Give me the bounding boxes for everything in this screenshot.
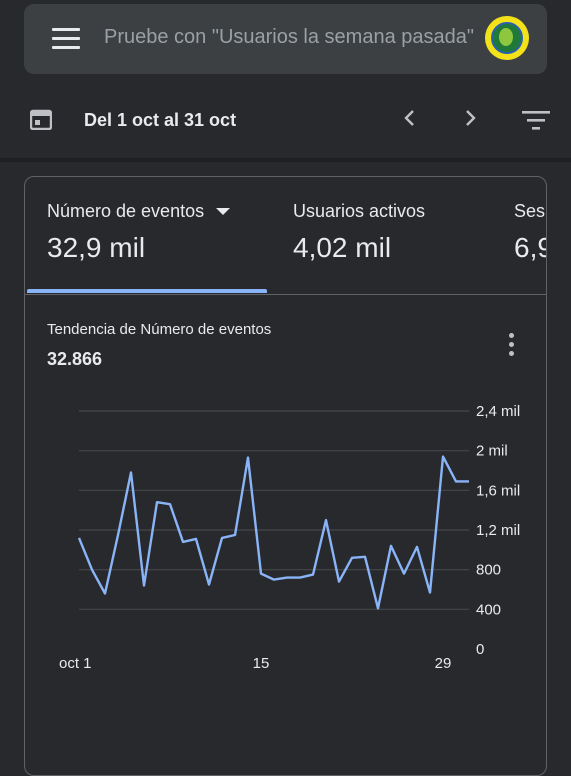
avatar[interactable] [485, 16, 529, 60]
menu-icon[interactable] [52, 28, 80, 50]
metric-tab-events[interactable]: Número de eventos 32,9 mil [47, 201, 231, 264]
y-tick-label: 1,6 mil [476, 482, 520, 499]
calendar-icon[interactable] [30, 108, 52, 130]
trend-chart: 0 400 800 1,2 mil 1,6 mil 2 mil 2,4 mil oct 1 15… [59, 403, 520, 672]
metric-value: 32,9 mil [47, 232, 146, 263]
metrics-card: Número de eventos 32,9 mil Usuarios acti… [24, 176, 547, 776]
trend-title: Tendencia de Número de eventos [47, 321, 272, 338]
series-line [77, 455, 469, 610]
metric-tab-active-users[interactable]: Usuarios activos 4,02 mil [293, 201, 425, 264]
search-bar[interactable]: Pruebe con "Usuarios la semana pasada" [24, 4, 547, 74]
y-tick-label: 1,2 mil [476, 522, 520, 539]
metric-name: Número de eventos [47, 201, 231, 222]
metric-value: 4,02 mil [293, 232, 392, 263]
y-tick-label: 800 [476, 562, 501, 579]
more-vert-icon[interactable] [507, 333, 515, 359]
metric-value: 6,9 [514, 232, 546, 263]
y-tick-label: 400 [476, 601, 501, 618]
metric-tab-sessions[interactable]: Sesiones 6,9 [514, 201, 547, 264]
metric-name: Usuarios activos [293, 201, 426, 221]
date-toolbar: Del 1 oct al 31 oct [0, 86, 571, 152]
x-tick-label: oct 1 [59, 655, 92, 672]
x-tick-label: 15 [253, 655, 270, 672]
dropdown-arrow-icon[interactable] [215, 207, 231, 217]
header-divider [0, 158, 571, 162]
chevron-left-icon[interactable] [398, 106, 422, 130]
y-tick-label: 2 mil [476, 443, 508, 460]
y-tick-label: 0 [476, 641, 484, 658]
x-tick-label: 29 [435, 655, 452, 672]
chevron-right-icon[interactable] [458, 106, 482, 130]
metric-name: Sesiones [514, 201, 547, 221]
active-tab-indicator [27, 289, 267, 293]
date-range-label[interactable]: Del 1 oct al 31 oct [84, 110, 237, 130]
filter-icon[interactable] [522, 110, 550, 130]
tab-divider [25, 294, 546, 295]
trend-total: 32.866 [47, 349, 103, 369]
search-input[interactable]: Pruebe con "Usuarios la semana pasada" [104, 26, 474, 48]
y-tick-label: 2,4 mil [476, 403, 520, 420]
